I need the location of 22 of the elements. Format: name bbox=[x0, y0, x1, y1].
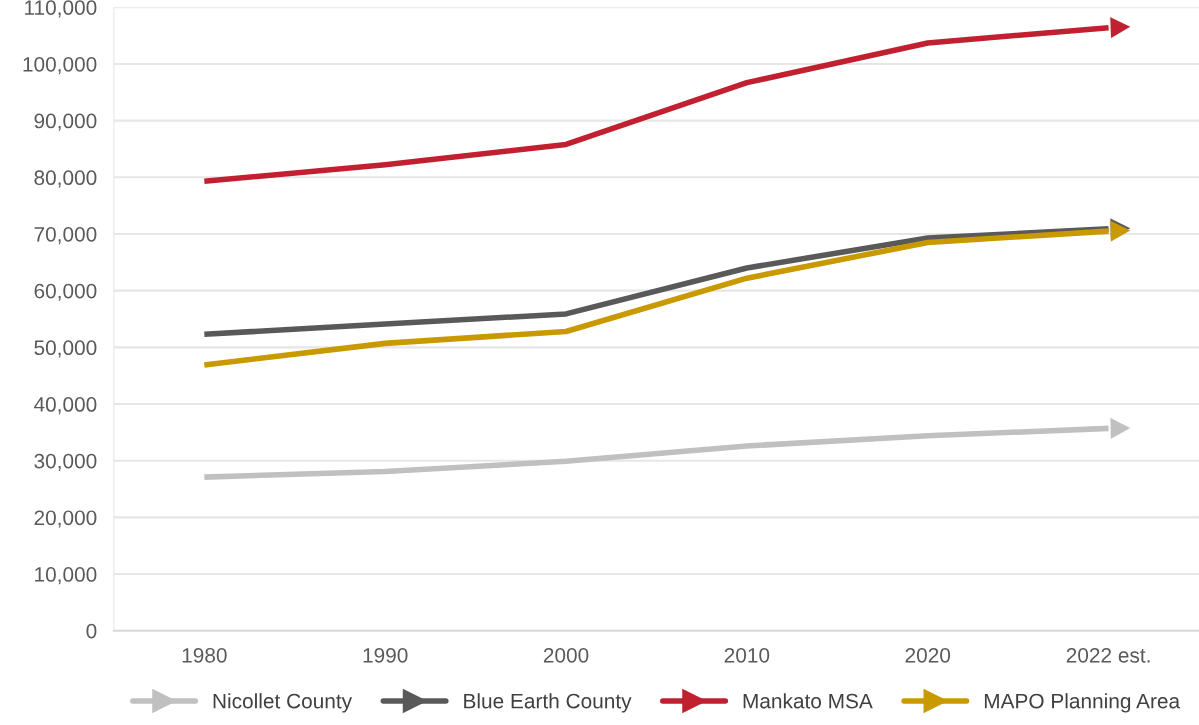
y-tick-label: 0 bbox=[86, 623, 97, 639]
y-tick-label: 60,000 bbox=[34, 283, 97, 301]
legend-label: MAPO Planning Area bbox=[984, 693, 1181, 713]
x-tick-label: 2010 bbox=[724, 647, 770, 663]
legend-label: Blue Earth County bbox=[464, 693, 632, 713]
y-tick-label: 50,000 bbox=[34, 340, 97, 358]
x-tick-label: 2000 bbox=[543, 647, 589, 663]
y-tick-label: 20,000 bbox=[34, 510, 97, 528]
x-tick-label: 1990 bbox=[363, 647, 408, 663]
y-tick-label: 70,000 bbox=[34, 226, 97, 245]
y-tick-label: 80,000 bbox=[34, 170, 97, 188]
y-tick-label: 30,000 bbox=[34, 453, 97, 471]
legend-label: Nicollet County bbox=[213, 693, 353, 713]
x-tick-label: 2020 bbox=[905, 647, 951, 663]
legend-label: Mankato MSA bbox=[743, 693, 873, 709]
y-tick-label: 110,000 bbox=[25, 0, 97, 18]
y-tick-label: 10,000 bbox=[35, 567, 97, 585]
y-tick-label: 100,000 bbox=[23, 56, 97, 75]
y-tick-label: 90,000 bbox=[34, 113, 97, 131]
y-tick-label: 40,000 bbox=[34, 397, 97, 415]
x-tick-label: 2022 est. bbox=[1066, 647, 1150, 663]
x-tick-label: 1980 bbox=[182, 647, 227, 663]
